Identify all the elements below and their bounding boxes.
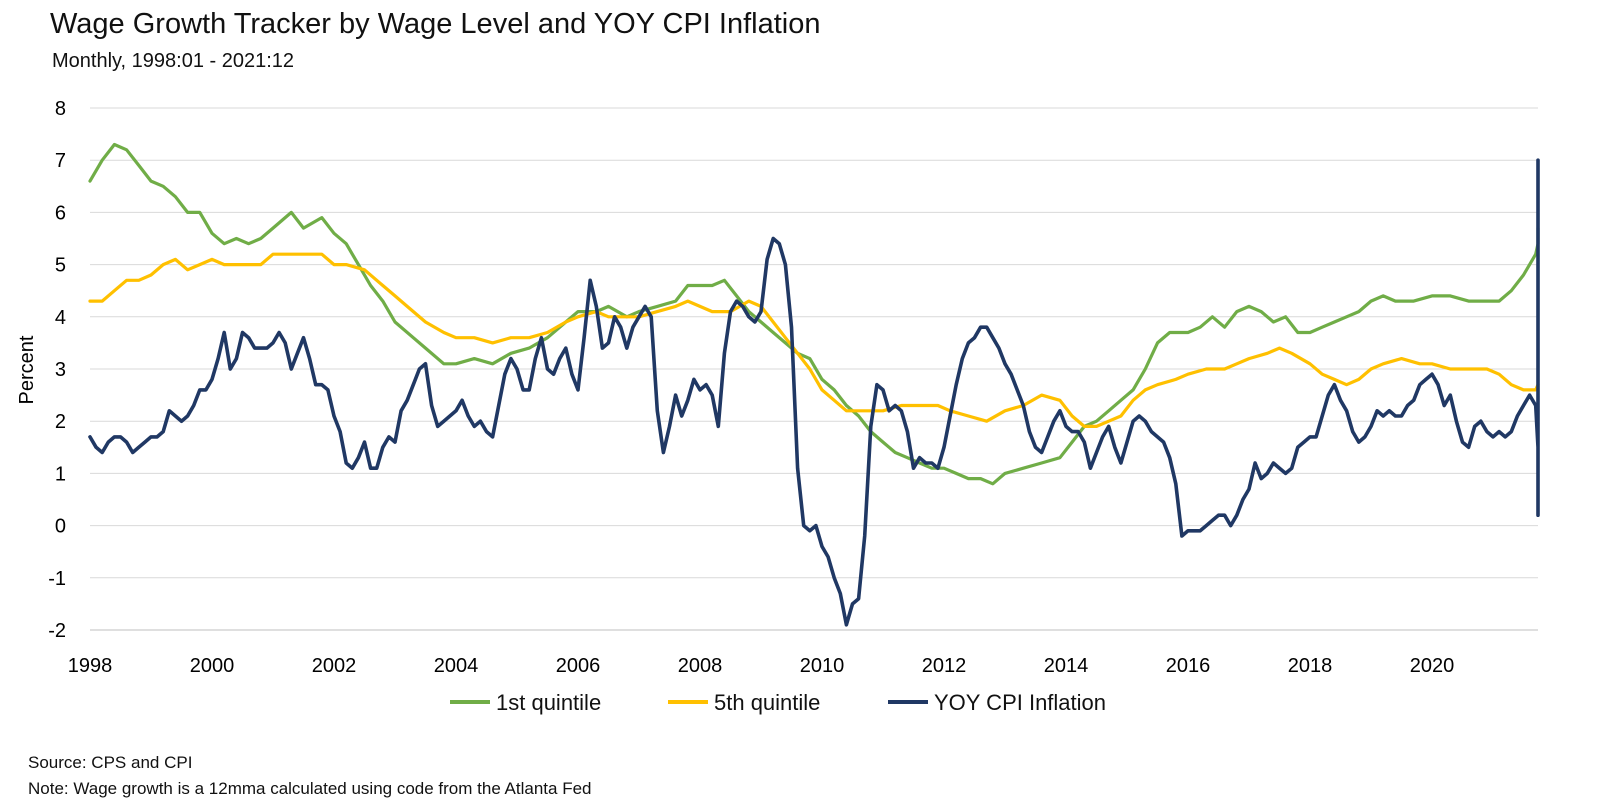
y-tick-label: -2 bbox=[48, 620, 66, 642]
x-tick-label: 2004 bbox=[434, 655, 479, 677]
x-tick-label: 2014 bbox=[1044, 655, 1089, 677]
y-tick-label: 5 bbox=[55, 255, 66, 277]
legend-swatch-green bbox=[450, 700, 490, 705]
x-tick-label: 1998 bbox=[68, 655, 113, 677]
method-note: Note: Wage growth is a 12mma calculated … bbox=[28, 779, 592, 798]
y-tick-label: 2 bbox=[55, 411, 66, 433]
legend-swatch-yellow bbox=[668, 700, 708, 705]
legend-label: 1st quintile bbox=[496, 690, 602, 715]
y-tick-label: 7 bbox=[55, 150, 66, 172]
y-tick-label: 0 bbox=[55, 516, 66, 538]
series-lines bbox=[88, 142, 1540, 627]
series-line-yoy-cpi-inflation bbox=[88, 158, 1540, 627]
x-tick-label: 2008 bbox=[678, 655, 723, 677]
y-tick-label: 8 bbox=[55, 98, 66, 120]
legend-item-5th-quintile: 5th quintile bbox=[668, 690, 820, 716]
legend: 1st quintile 5th quintile YOY CPI Inflat… bbox=[0, 690, 1600, 720]
y-tick-label: 4 bbox=[55, 307, 66, 329]
x-tick-label: 2018 bbox=[1288, 655, 1333, 677]
series-line-1st-quintile bbox=[88, 142, 1540, 486]
x-tick-label: 2016 bbox=[1166, 655, 1211, 677]
x-tick-label: 2010 bbox=[800, 655, 845, 677]
footnotes: Source: CPS and CPI Note: Wage growth is… bbox=[28, 750, 592, 802]
legend-item-cpi: YOY CPI Inflation bbox=[888, 690, 1106, 716]
x-tick-label: 2020 bbox=[1410, 655, 1455, 677]
x-tick-label: 2006 bbox=[556, 655, 601, 677]
legend-label: 5th quintile bbox=[714, 690, 821, 715]
legend-item-1st-quintile: 1st quintile bbox=[450, 690, 601, 716]
y-tick-label: 3 bbox=[55, 359, 66, 381]
y-tick-label: 1 bbox=[55, 463, 66, 485]
line-chart: -2 -1 0 1 2 3 4 5 6 7 8 1998 2000 2002 2004 2006 2008 20… bbox=[16, 98, 1540, 677]
y-axis-ticks: -2 -1 0 1 2 3 4 5 6 7 8 bbox=[48, 98, 66, 642]
x-axis-ticks: 1998 2000 2002 2004 2006 2008 2010 2012 2014 2016… bbox=[68, 655, 1455, 677]
y-axis-label: Percent bbox=[16, 335, 38, 404]
chart-title: Wage Growth Tracker by Wage Level and YO… bbox=[50, 8, 821, 40]
x-tick-label: 2000 bbox=[190, 655, 235, 677]
legend-swatch-navy bbox=[888, 700, 928, 705]
y-tick-label: 6 bbox=[55, 202, 66, 224]
x-tick-label: 2002 bbox=[312, 655, 357, 677]
source-note: Source: CPS and CPI bbox=[28, 753, 193, 772]
chart-subtitle: Monthly, 1998:01 - 2021:12 bbox=[52, 50, 295, 72]
legend-label: YOY CPI Inflation bbox=[934, 690, 1107, 715]
gridlines bbox=[90, 107, 1538, 631]
x-tick-label: 2012 bbox=[922, 655, 967, 677]
y-tick-label: -1 bbox=[48, 568, 66, 590]
series-line-5th-quintile bbox=[88, 252, 1540, 428]
